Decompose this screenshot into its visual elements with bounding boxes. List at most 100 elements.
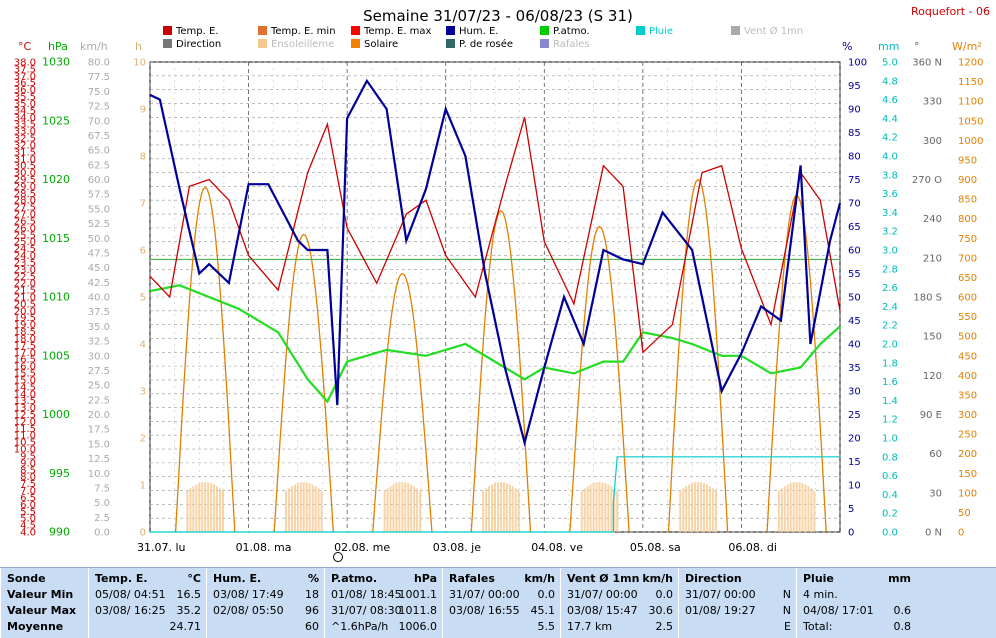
row-label-avg: Moyenne [7, 620, 64, 633]
sunshine-bar [416, 488, 419, 532]
legend-label: Temp. E. min [270, 26, 336, 37]
rain-axis-tick: 5.0 [882, 58, 898, 69]
temp-axis-tick: 22.5 [14, 272, 36, 283]
sunshine-bar [491, 484, 494, 532]
sunshine-bar [395, 483, 398, 532]
sunshine-bar [494, 483, 496, 532]
temp-axis-tick: 12.5 [14, 410, 36, 421]
dir-axis-tick: 210 [923, 253, 942, 264]
sunshine-bar [383, 490, 386, 532]
wind-axis-unit: km/h [80, 40, 108, 53]
solar-axis-unit: W/m² [952, 40, 982, 53]
sunshine-bar [296, 483, 299, 532]
temp-axis-tick: 20.0 [14, 306, 36, 317]
sunshine-bar [398, 482, 401, 532]
stats-patm-title: P.atmo. [331, 572, 378, 585]
sunshine-bar [595, 482, 598, 532]
sunshine-bar [302, 482, 305, 532]
rain-axis-tick: 4.4 [882, 114, 898, 125]
temp-axis-tick: 5.0 [20, 514, 36, 525]
stats-col-direction: Direction 31/07/ 00:00 N 01/08/ 19:27 N E [678, 568, 797, 638]
rain-axis-tick: 4.0 [882, 152, 898, 163]
rain-axis-tick: 3.2 [882, 227, 898, 238]
legend-swatch [163, 39, 172, 48]
rain-axis-tick: 4.8 [882, 76, 898, 87]
sunshine-bar [792, 482, 795, 532]
sunshine-bar [201, 482, 204, 532]
wind-axis-tick: 0.0 [94, 528, 110, 539]
temp-axis-tick: 19.5 [14, 313, 36, 324]
solar-curve [372, 272, 433, 533]
stats-col-patm: P.atmo. hPa 01/08/ 18:45 1001.1 31/07/ 08… [324, 568, 443, 638]
hum-axis-tick: 30 [848, 387, 861, 398]
wind-axis-tick: 55.0 [88, 204, 110, 215]
sunshine-bar [786, 484, 789, 532]
sunshine-bar [221, 490, 224, 532]
temp-axis-tick: 30.0 [14, 168, 36, 179]
temp-axis-tick: 15.0 [14, 375, 36, 386]
wind-axis-tick: 47.5 [88, 248, 110, 259]
wind-axis-tick: 62.5 [88, 160, 110, 171]
patm-min-date: 01/08/ 18:45 [331, 588, 402, 601]
sunshine-bar [610, 486, 613, 532]
solar-axis-tick: 400 [958, 371, 977, 382]
hum-axis-unit: % [842, 40, 852, 53]
solar-axis-tick: 450 [958, 351, 977, 362]
temp-axis-tick: 6.5 [20, 493, 36, 504]
temp-min-value: 16.5 [176, 588, 202, 601]
legend-swatch [446, 39, 455, 48]
rain-axis-tick: 1.8 [882, 358, 898, 369]
temp-axis-tick: 36.5 [14, 78, 36, 89]
legend-label: Ensoleilleme [271, 39, 334, 50]
sunshine-bar [616, 490, 619, 532]
temp-axis-tick: 17.5 [14, 341, 36, 352]
rain-axis-tick: 2.8 [882, 264, 898, 275]
sunshine-bar [216, 486, 219, 532]
direction-avg-value: E [784, 620, 791, 633]
stats-rafales-title: Rafales [449, 572, 495, 585]
hum-avg-value: 60 [305, 620, 319, 633]
temp-axis-tick: 32.5 [14, 134, 36, 145]
temp-axis-tick: 29.0 [14, 182, 36, 193]
dir-axis-tick: 60 [929, 449, 942, 460]
sunshine-bar [189, 488, 192, 532]
hum-axis-tick: 15 [848, 457, 861, 468]
x-axis-label: 05.08. sa [630, 541, 681, 554]
vent-min-value: 0.0 [655, 588, 674, 601]
sun-axis-unit: h [135, 40, 142, 53]
wind-axis-tick: 67.5 [88, 131, 110, 142]
sunshine-bar [789, 483, 792, 532]
sunshine-bar [801, 483, 804, 532]
wind-axis-tick: 52.5 [88, 219, 110, 230]
temp-axis-tick: 9.5 [20, 451, 36, 462]
dir-axis-tick: 30 [929, 488, 942, 499]
temp-axis-tick: 4.0 [20, 528, 36, 539]
legend-swatch [258, 39, 267, 48]
wind-axis-tick: 17.5 [88, 425, 110, 436]
temp-axis-tick: 28.0 [14, 196, 36, 207]
wind-axis-tick: 7.5 [94, 483, 110, 494]
sunshine-bar [320, 490, 323, 532]
series-hum [149, 78, 842, 448]
stats-temp-unit: °C [187, 572, 201, 585]
stats-rafales-unit: km/h [524, 572, 555, 585]
dir-axis-tick: 300 [923, 136, 942, 147]
sunshine-bar [804, 484, 807, 532]
hum-axis-tick: 0 [848, 528, 854, 539]
sunshine-bar [807, 486, 810, 532]
temp-axis-tick: 11.0 [14, 431, 36, 442]
pluie-total-label: Total: [803, 620, 833, 633]
sunshine-bar [192, 486, 195, 532]
sunshine-bar [705, 484, 708, 532]
temp-axis-tick: 26.5 [14, 216, 36, 227]
station-name: Roquefort - 06 [911, 5, 990, 18]
sunshine-bar [780, 488, 783, 532]
wind-axis-tick: 45.0 [88, 263, 110, 274]
patm-trend: ^1.6hPa/h [331, 620, 389, 633]
patm-axis-tick: 1015 [42, 232, 70, 245]
legend-swatch [446, 26, 455, 35]
sunshine-bar [392, 484, 395, 532]
stats-patm-unit: hPa [413, 572, 437, 585]
temp-axis-tick: 34.0 [14, 113, 36, 124]
temp-axis-tick: 37.5 [14, 64, 36, 75]
